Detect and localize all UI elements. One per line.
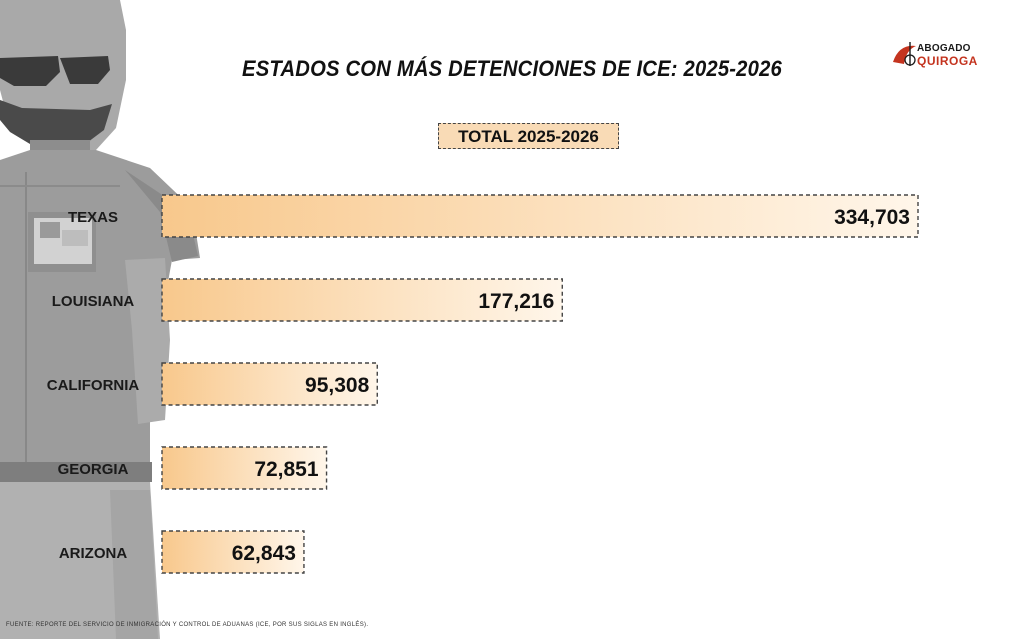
value-label: 72,851 — [254, 458, 319, 481]
brand-logo: ABOGADO QUIROGA — [890, 40, 990, 70]
bar — [161, 194, 919, 238]
source-footnote: FUENTE: REPORTE DEL SERVICIO DE INMIGRAC… — [6, 622, 369, 628]
category-label: LOUISIANA — [52, 293, 135, 310]
bar — [161, 278, 563, 322]
value-label: 95,308 — [305, 374, 370, 397]
scales-logo-icon — [893, 42, 916, 66]
chart-subtitle: TOTAL 2025-2026 — [438, 123, 619, 149]
category-label: ARIZONA — [59, 545, 127, 562]
bar — [161, 530, 305, 574]
logo-text-line1: ABOGADO — [917, 43, 971, 54]
category-label: TEXAS — [68, 209, 118, 226]
chart-title: ESTADOS CON MÁS DETENCIONES DE ICE: 2025… — [242, 56, 782, 81]
logo-text-line2: QUIROGA — [917, 54, 978, 68]
bar — [161, 362, 378, 406]
value-label: 334,703 — [834, 206, 910, 229]
value-label: 177,216 — [478, 290, 554, 313]
bar — [161, 446, 328, 490]
category-label: GEORGIA — [58, 461, 129, 478]
value-label: 62,843 — [232, 542, 296, 565]
category-label: CALIFORNIA — [47, 377, 140, 394]
officer-silhouette-illustration — [0, 0, 200, 639]
